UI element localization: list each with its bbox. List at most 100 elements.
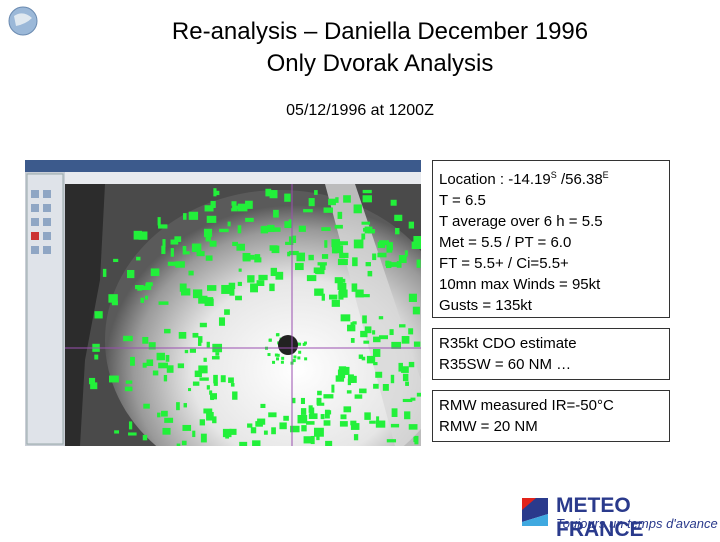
cloud-speckle bbox=[219, 228, 229, 233]
cloud-speckle bbox=[157, 412, 161, 418]
cloud-speckle bbox=[162, 427, 171, 435]
cloud-speckle bbox=[339, 241, 348, 246]
cloud-speckle bbox=[339, 366, 350, 375]
cloud-speckle bbox=[361, 221, 371, 225]
date: 05/12/1996 at 1200Z bbox=[286, 102, 434, 119]
cloud-speckle bbox=[402, 398, 413, 403]
cloud-speckle bbox=[228, 282, 236, 290]
cloud-speckle bbox=[414, 435, 419, 445]
cloud-speckle bbox=[321, 227, 331, 231]
cloud-speckle bbox=[231, 208, 238, 212]
text: Location : bbox=[439, 171, 509, 188]
cloud-speckle bbox=[254, 254, 261, 262]
cloud-speckle bbox=[279, 422, 287, 430]
cloud-speckle bbox=[161, 245, 166, 255]
cloud-speckle bbox=[346, 390, 352, 394]
cloud-speckle bbox=[209, 393, 217, 400]
text-line: R35SW = 60 NM … bbox=[439, 356, 572, 373]
cloud-speckle bbox=[352, 321, 357, 325]
cloud-speckle bbox=[395, 227, 400, 235]
cloud-speckle bbox=[394, 214, 403, 222]
cloud-speckle bbox=[221, 284, 231, 294]
text-line: Met = 5.5 / PT = 6.0 bbox=[439, 234, 572, 251]
cloud-speckle bbox=[227, 221, 231, 227]
cloud-speckle bbox=[354, 394, 363, 399]
cloud-speckle bbox=[362, 315, 367, 324]
cloud-speckle bbox=[197, 336, 203, 343]
cloud-speckle bbox=[324, 240, 328, 248]
cloud-speckle bbox=[350, 322, 355, 327]
rmw-box: RMW measured IR=-50°C RMW = 20 NM bbox=[432, 390, 670, 442]
cloud-speckle bbox=[288, 250, 299, 256]
cloud-speckle bbox=[284, 221, 293, 228]
cloud-speckle bbox=[162, 239, 166, 248]
cloud-speckle bbox=[161, 410, 168, 417]
cloud-speckle bbox=[175, 261, 185, 268]
cloud-speckle bbox=[303, 209, 313, 213]
cloud-speckle bbox=[269, 283, 275, 292]
cloud-speckle bbox=[133, 230, 143, 240]
cloud-speckle bbox=[170, 239, 179, 245]
cloud-speckle bbox=[108, 375, 119, 383]
cloud-speckle bbox=[373, 362, 378, 366]
cloud-speckle bbox=[399, 324, 406, 328]
cloud-speckle bbox=[209, 390, 213, 395]
cloud-speckle bbox=[367, 270, 373, 277]
cloud-speckle bbox=[343, 406, 352, 413]
cloud-speckle bbox=[205, 255, 213, 261]
cloud-speckle bbox=[364, 226, 373, 234]
cloud-speckle bbox=[338, 291, 344, 300]
cloud-speckle bbox=[285, 241, 294, 245]
cloud-speckle bbox=[270, 267, 278, 277]
cloud-speckle bbox=[372, 253, 377, 261]
cloud-speckle bbox=[391, 408, 398, 417]
cloud-speckle bbox=[306, 275, 317, 282]
cloud-speckle bbox=[359, 388, 367, 394]
cloud-speckle bbox=[197, 342, 202, 346]
cloud-speckle bbox=[140, 297, 144, 303]
cloud-speckle bbox=[203, 357, 207, 362]
cloud-speckle bbox=[316, 397, 322, 405]
cloud-speckle bbox=[302, 342, 306, 346]
cloud-speckle bbox=[236, 243, 245, 251]
cloud-speckle bbox=[242, 252, 251, 261]
cloud-speckle bbox=[293, 355, 297, 359]
cloud-speckle bbox=[408, 293, 417, 302]
cloud-speckle bbox=[145, 283, 150, 288]
cloud-speckle bbox=[213, 188, 217, 197]
title-line: Only Dvorak Analysis bbox=[266, 50, 494, 77]
cloud-speckle bbox=[303, 436, 313, 444]
cloud-speckle bbox=[362, 189, 372, 194]
cloud-speckle bbox=[229, 288, 235, 296]
cloud-speckle bbox=[337, 211, 343, 219]
cloud-speckle bbox=[335, 375, 345, 382]
cloud-speckle bbox=[366, 355, 376, 364]
cloud-speckle bbox=[308, 254, 314, 261]
cloud-speckle bbox=[265, 188, 272, 197]
cloud-speckle bbox=[252, 440, 261, 446]
cloud-speckle bbox=[232, 241, 238, 246]
cloud-speckle bbox=[375, 371, 383, 378]
cloud-speckle bbox=[334, 224, 343, 229]
cloud-speckle bbox=[292, 359, 296, 363]
cloud-speckle bbox=[298, 342, 302, 346]
cloud-speckle bbox=[268, 412, 277, 418]
cloud-speckle bbox=[386, 247, 393, 253]
cloud-speckle bbox=[297, 356, 301, 360]
cloud-speckle bbox=[165, 354, 170, 362]
cloud-speckle bbox=[300, 408, 307, 415]
cloud-speckle bbox=[405, 381, 409, 386]
cloud-speckle bbox=[203, 408, 213, 414]
cloud-speckle bbox=[314, 288, 324, 296]
cloud-speckle bbox=[316, 432, 320, 441]
cloud-speckle bbox=[341, 289, 348, 298]
cloud-speckle bbox=[184, 349, 189, 354]
cloud-speckle bbox=[292, 397, 296, 404]
cloud-speckle bbox=[189, 348, 196, 353]
cloud-speckle bbox=[362, 294, 370, 298]
cloud-speckle bbox=[192, 381, 200, 386]
cloud-speckle bbox=[207, 285, 217, 291]
lines: T = 6.5 T average over 6 h = 5.5 Met = 5.5… bbox=[439, 190, 663, 316]
cloud-speckle bbox=[248, 254, 255, 260]
cloud-speckle bbox=[320, 414, 325, 420]
